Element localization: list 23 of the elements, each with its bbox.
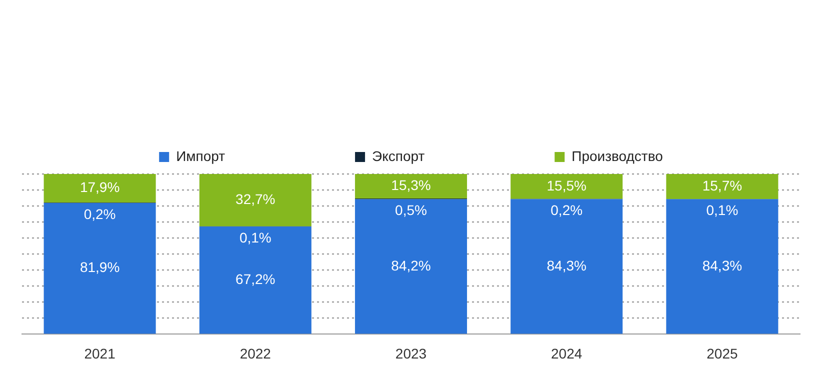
data-label: 84,3% bbox=[546, 257, 586, 274]
data-label: 0,1% bbox=[706, 202, 738, 218]
data-label: 15,7% bbox=[702, 177, 742, 194]
data-label: 17,9% bbox=[80, 179, 120, 196]
data-label: 0,2% bbox=[550, 202, 583, 218]
data-label: 0,5% bbox=[395, 202, 427, 218]
data-label: 81,9% bbox=[80, 259, 120, 276]
x-tick-label: 2022 bbox=[240, 345, 272, 362]
data-label: 0,1% bbox=[239, 229, 272, 246]
data-label: 84,2% bbox=[391, 257, 431, 274]
data-label: 0,2% bbox=[84, 206, 116, 222]
data-label: 15,5% bbox=[546, 177, 586, 194]
x-tick-label: 2024 bbox=[551, 345, 582, 362]
legend-label: Экспорт bbox=[372, 148, 426, 164]
data-label: 15,3% bbox=[391, 177, 431, 194]
legend-label: Импорт bbox=[176, 148, 226, 164]
x-tick-label: 2021 bbox=[84, 345, 116, 362]
data-label: 84,3% bbox=[702, 257, 742, 274]
x-tick-label: 2025 bbox=[706, 345, 738, 362]
data-label: 32,7% bbox=[236, 191, 276, 208]
data-label: 67,2% bbox=[236, 270, 276, 287]
legend-label: Производство bbox=[572, 148, 664, 164]
x-tick-label: 2023 bbox=[395, 345, 427, 362]
